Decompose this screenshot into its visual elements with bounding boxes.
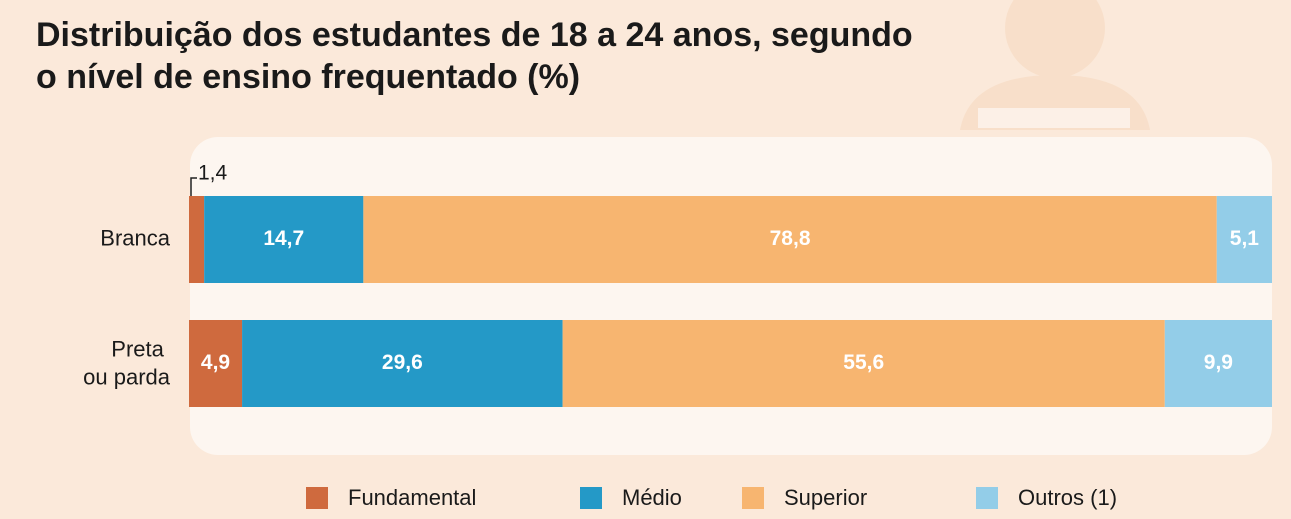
data-label: 14,7 — [263, 227, 304, 250]
data-label: 1,4 — [198, 162, 228, 185]
decoration — [960, 0, 1150, 130]
bar-segment — [363, 196, 1217, 283]
bar-segment — [1164, 320, 1272, 407]
bar-segment — [204, 196, 364, 283]
legend-label: Outros (1) — [1018, 485, 1117, 510]
legend-label: Superior — [784, 485, 867, 510]
legend-swatch — [976, 487, 998, 509]
category-label: Preta ou parda — [83, 336, 171, 389]
bar-segment — [189, 320, 243, 407]
label-leader — [190, 177, 197, 196]
legend-swatch — [742, 487, 764, 509]
legend-swatch — [306, 487, 328, 509]
bar-segment — [562, 320, 1165, 407]
category-label: Branca — [100, 225, 170, 250]
data-label: 29,6 — [382, 351, 423, 374]
data-label: 9,9 — [1204, 351, 1233, 374]
bar-segment — [242, 320, 563, 407]
chart-title: Distribuição dos estudantes de 18 a 24 a… — [36, 16, 913, 96]
legend-label: Médio — [622, 485, 682, 510]
legend-swatch — [580, 487, 602, 509]
data-label: 4,9 — [201, 351, 230, 374]
data-label: 55,6 — [843, 351, 884, 374]
bar-segment — [1216, 196, 1272, 283]
data-label: 5,1 — [1230, 227, 1260, 250]
legend-label: Fundamental — [348, 485, 476, 510]
plot-panel — [190, 137, 1272, 455]
data-label: 78,8 — [770, 227, 811, 250]
bar-segment — [189, 196, 205, 283]
